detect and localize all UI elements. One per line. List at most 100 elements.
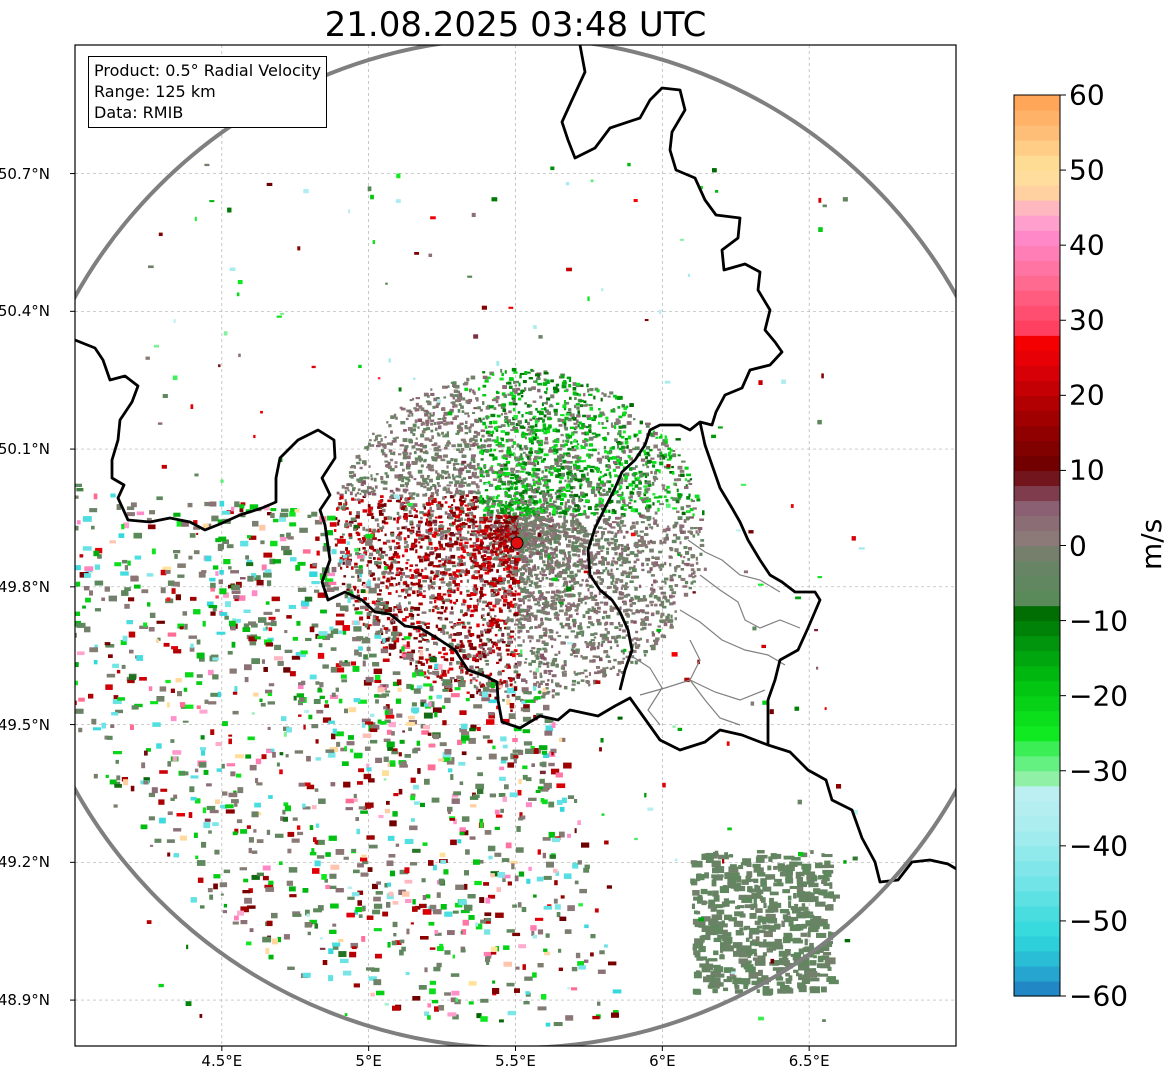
velocity-echo xyxy=(539,653,545,658)
velocity-echo xyxy=(639,497,644,500)
velocity-echo xyxy=(495,428,499,432)
velocity-echo xyxy=(499,487,502,490)
velocity-echo xyxy=(665,599,670,603)
velocity-echo xyxy=(604,436,607,439)
velocity-echo xyxy=(497,494,500,497)
velocity-echo xyxy=(528,516,531,520)
velocity-echo xyxy=(564,570,568,575)
velocity-echo xyxy=(512,522,515,526)
velocity-echo xyxy=(637,599,640,603)
velocity-echo xyxy=(571,586,575,590)
velocity-echo xyxy=(521,484,527,488)
velocity-echo xyxy=(662,595,667,599)
velocity-echo xyxy=(445,542,449,547)
velocity-echo xyxy=(488,606,491,609)
velocity-echo xyxy=(454,623,458,626)
velocity-echo xyxy=(621,551,624,555)
velocity-echo xyxy=(573,493,579,498)
velocity-echo xyxy=(563,422,567,426)
velocity-echo xyxy=(563,590,566,593)
velocity-echo xyxy=(597,576,601,579)
velocity-echo xyxy=(517,604,522,607)
velocity-echo xyxy=(339,497,342,500)
velocity-echo xyxy=(640,618,644,621)
velocity-echo xyxy=(601,498,605,503)
velocity-echo xyxy=(629,491,635,495)
velocity-echo xyxy=(622,466,626,470)
velocity-echo xyxy=(570,630,576,633)
velocity-echo xyxy=(438,560,442,563)
velocity-echo xyxy=(437,445,441,449)
velocity-echo xyxy=(649,539,653,544)
velocity-echo xyxy=(399,462,404,466)
velocity-echo xyxy=(447,542,452,546)
velocity-echo xyxy=(439,571,443,575)
velocity-echo xyxy=(659,436,663,439)
velocity-echo xyxy=(447,512,452,517)
velocity-echo xyxy=(380,581,385,585)
velocity-echo xyxy=(426,520,431,523)
velocity-echo xyxy=(681,511,686,516)
velocity-echo xyxy=(515,470,520,473)
velocity-echo xyxy=(529,594,534,597)
velocity-echo xyxy=(538,429,542,432)
velocity-echo xyxy=(662,541,667,544)
velocity-echo xyxy=(507,677,512,680)
velocity-echo xyxy=(401,638,406,641)
velocity-echo xyxy=(586,539,590,543)
velocity-echo xyxy=(611,635,616,640)
velocity-echo xyxy=(513,525,517,529)
velocity-echo xyxy=(567,606,573,610)
velocity-echo xyxy=(636,549,640,553)
velocity-echo xyxy=(417,579,421,582)
velocity-echo xyxy=(367,624,372,627)
velocity-echo xyxy=(554,616,559,619)
velocity-echo xyxy=(378,630,383,634)
velocity-echo xyxy=(538,524,542,528)
velocity-echo xyxy=(601,635,607,640)
velocity-echo xyxy=(583,669,588,672)
velocity-echo xyxy=(475,536,478,540)
velocity-echo xyxy=(357,589,360,594)
velocity-echo xyxy=(575,465,581,470)
velocity-echo xyxy=(527,635,532,639)
velocity-echo xyxy=(477,552,482,555)
velocity-echo xyxy=(565,584,569,589)
velocity-echo xyxy=(440,531,444,535)
velocity-echo xyxy=(672,497,677,501)
velocity-echo xyxy=(456,587,460,591)
velocity-echo xyxy=(473,590,478,595)
velocity-echo xyxy=(546,505,550,508)
velocity-echo xyxy=(334,543,338,547)
velocity-echo xyxy=(569,574,575,579)
velocity-echo xyxy=(392,437,397,440)
velocity-echo xyxy=(491,621,497,625)
velocity-echo xyxy=(695,530,698,534)
velocity-echo xyxy=(502,533,507,537)
velocity-echo xyxy=(428,513,432,517)
velocity-echo xyxy=(577,554,581,558)
velocity-echo xyxy=(419,448,423,453)
velocity-echo xyxy=(482,421,486,426)
velocity-echo xyxy=(384,521,389,525)
velocity-echo xyxy=(495,555,500,558)
velocity-echo xyxy=(500,480,503,483)
velocity-echo xyxy=(506,618,511,622)
velocity-echo xyxy=(695,556,698,561)
velocity-echo xyxy=(424,557,429,560)
velocity-echo xyxy=(386,564,389,567)
velocity-echo xyxy=(396,568,399,572)
velocity-echo xyxy=(459,648,463,653)
velocity-echo xyxy=(436,596,441,601)
velocity-echo xyxy=(427,401,432,406)
velocity-echo xyxy=(568,557,572,560)
velocity-echo xyxy=(620,586,623,590)
velocity-echo xyxy=(511,694,516,697)
velocity-echo xyxy=(667,613,671,616)
velocity-echo xyxy=(392,608,395,612)
velocity-echo xyxy=(454,394,459,397)
velocity-echo xyxy=(516,675,521,679)
velocity-echo xyxy=(380,528,383,532)
velocity-echo xyxy=(452,589,456,594)
velocity-echo xyxy=(536,507,540,510)
